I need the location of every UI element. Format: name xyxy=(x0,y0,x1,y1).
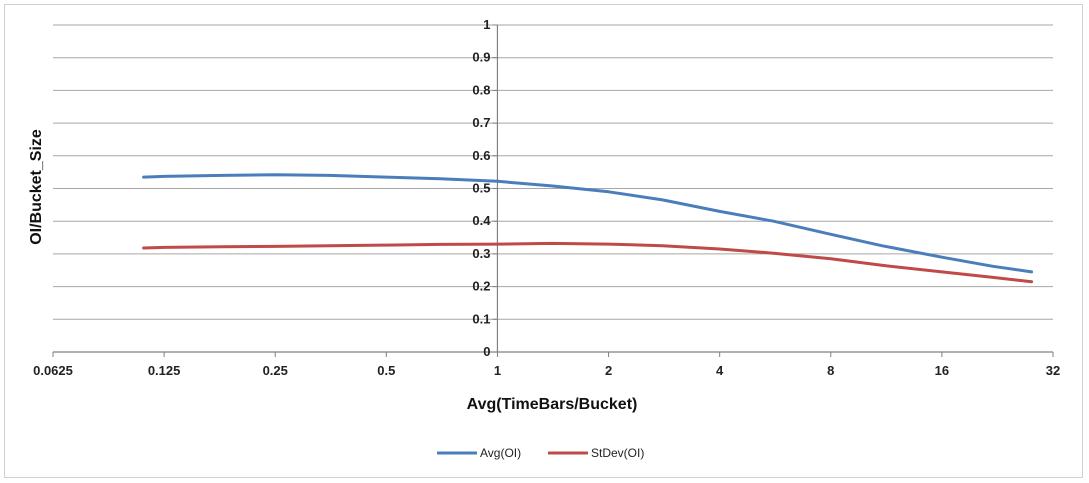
y-tick-label: 0.6 xyxy=(472,148,490,163)
x-tick-label: 32 xyxy=(1046,363,1060,378)
x-tick-label: 0.5 xyxy=(377,363,395,378)
x-tick-label: 16 xyxy=(935,363,949,378)
chart-frame xyxy=(4,4,1083,478)
x-tick-label: 4 xyxy=(716,363,724,378)
x-tick-label: 8 xyxy=(827,363,834,378)
x-tick-labels: 0.0625 0.125 0.25 0.5 1 2 4 8 16 32 xyxy=(33,352,1060,378)
y-tick-label: 0.3 xyxy=(472,246,490,261)
y-tick-label: 1 xyxy=(483,17,490,32)
x-tick-label: 1 xyxy=(494,363,501,378)
y-tick-label: 0 xyxy=(483,344,490,359)
legend-label: Avg(OI) xyxy=(480,446,521,460)
x-tick-label: 2 xyxy=(605,363,612,378)
series-lines xyxy=(142,173,1034,284)
x-tick-label: 0.125 xyxy=(148,363,181,378)
series-line xyxy=(142,241,1034,284)
y-tick-labels: 0 0.1 0.2 0.3 0.4 0.5 0.6 0.7 0.8 0.9 1 xyxy=(472,17,498,359)
x-tick-label: 0.0625 xyxy=(33,363,73,378)
x-axis-title: Avg(TimeBars/Bucket) xyxy=(467,396,638,413)
x-tick-label: 0.25 xyxy=(263,363,288,378)
y-tick-label: 0.4 xyxy=(472,213,491,228)
series-line xyxy=(142,173,1034,274)
gridlines xyxy=(53,24,1053,320)
legend-label: StDev(OI) xyxy=(591,446,644,460)
y-tick-label: 0.8 xyxy=(472,82,490,97)
y-tick-label: 0.9 xyxy=(472,50,490,65)
y-tick-label: 0.2 xyxy=(472,279,490,294)
y-tick-label: 0.1 xyxy=(472,311,490,326)
y-axis-title: OI/Bucket_Size xyxy=(28,129,45,245)
y-tick-label: 0.7 xyxy=(472,115,490,130)
legend: Avg(OI) StDev(OI) xyxy=(437,446,644,460)
y-tick-label: 0.5 xyxy=(472,181,490,196)
